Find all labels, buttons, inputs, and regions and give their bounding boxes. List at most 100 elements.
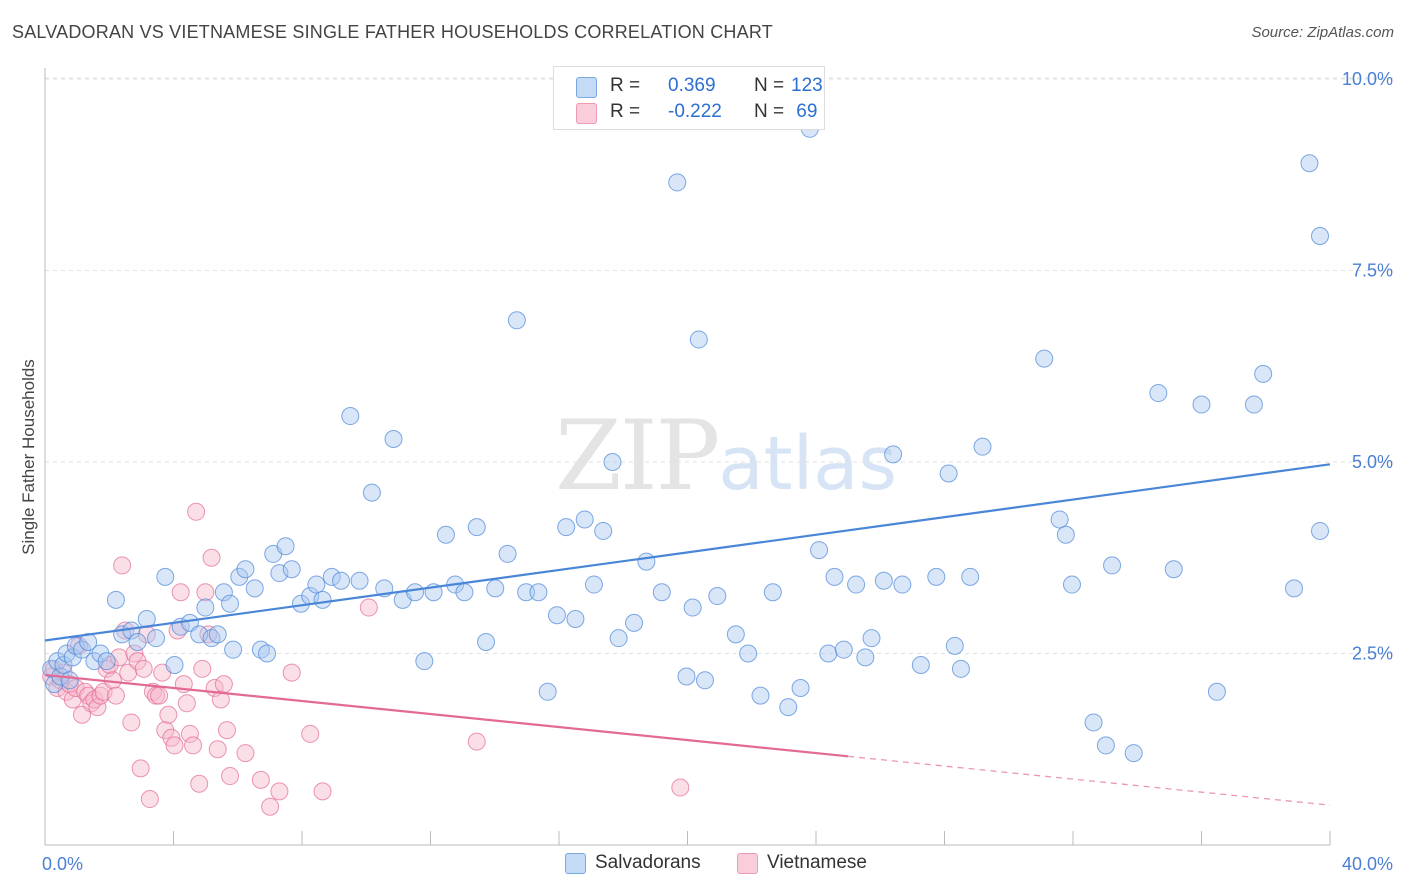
- bottom-legend-label: Salvadorans: [595, 852, 701, 873]
- salvadoran-point: [538, 682, 557, 701]
- salvadoran-point: [486, 579, 505, 598]
- watermark: ZIPatlas: [555, 400, 897, 512]
- vietnamese-point: [150, 686, 169, 705]
- salvadoran-point: [63, 648, 82, 667]
- salvadoran-point: [779, 698, 798, 717]
- vietnamese-point: [134, 659, 153, 678]
- salvadoran-point: [847, 575, 866, 594]
- salvadoran-point: [147, 629, 166, 648]
- salvadoran-point: [436, 525, 455, 544]
- vietnamese-point: [467, 732, 486, 751]
- legend-r-value: 0.369: [668, 75, 716, 96]
- salvadoran-point: [156, 567, 175, 586]
- vietnamese-point: [184, 736, 203, 755]
- salvadoran-point: [85, 652, 104, 671]
- salvadoran-points: [42, 119, 1329, 763]
- vietnamese-point: [128, 652, 147, 671]
- salvadoran-point: [584, 575, 603, 594]
- axes: [44, 68, 1331, 846]
- salvadoran-point: [637, 552, 656, 571]
- vietnamese-point: [177, 694, 196, 713]
- salvadoran-point: [652, 583, 671, 602]
- salvadoran-point: [695, 671, 714, 690]
- salvadoran-point: [1084, 713, 1103, 732]
- vietnamese-point: [106, 686, 125, 705]
- salvadoran-point: [945, 636, 964, 655]
- x-tick-label-max: 40.0%: [1342, 854, 1393, 874]
- vietnamese-point: [193, 659, 212, 678]
- salvadoran-point: [507, 311, 526, 330]
- trend-lines: [44, 463, 1331, 806]
- salvadoran-point: [810, 541, 829, 560]
- salvadoran-point: [951, 659, 970, 678]
- bottom-legend-swatch-salvadorans: [565, 853, 586, 874]
- salvadoran-point: [625, 613, 644, 632]
- salvadoran-point: [415, 652, 434, 671]
- vietnamese-point: [301, 724, 320, 743]
- vietnamese-point: [190, 774, 209, 793]
- vietnamese-point: [196, 583, 215, 602]
- salvadoran-point: [927, 567, 946, 586]
- salvadoran-point: [1244, 395, 1263, 414]
- vietnamese-point: [313, 782, 332, 801]
- legend-n-value: 69: [791, 101, 818, 122]
- salvadoran-point: [332, 571, 351, 590]
- salvadoran-point: [1124, 744, 1143, 763]
- salvadoran-point: [825, 567, 844, 586]
- salvadoran-point: [575, 510, 594, 529]
- salvadoran-point: [73, 640, 92, 659]
- salvadoran-point: [276, 537, 295, 556]
- salvadoran-point: [97, 652, 116, 671]
- salvadoran-point: [165, 655, 184, 674]
- salvadoran-point: [874, 571, 893, 590]
- legend-swatch-vietnamese: [576, 103, 597, 124]
- salvadoran-point: [467, 518, 486, 537]
- vietnamese-point: [217, 721, 236, 740]
- vietnamese-trendline-extension: [848, 755, 1331, 806]
- legend-n-label: N =: [754, 101, 790, 122]
- legend-n-value: 123: [791, 75, 823, 96]
- vietnamese-point: [202, 548, 221, 567]
- salvadoran-point: [517, 583, 536, 602]
- salvadoran-point: [322, 567, 341, 586]
- vietnamese-point: [251, 770, 270, 789]
- salvadoran-point: [208, 625, 227, 644]
- vietnamese-point: [131, 759, 150, 778]
- salvadoran-point: [547, 606, 566, 625]
- salvadoran-point: [862, 629, 881, 648]
- salvadoran-trendline: [44, 463, 1331, 642]
- vietnamese-point: [208, 740, 227, 759]
- y-tick-label: 5.0%: [1352, 452, 1393, 472]
- salvadoran-point: [1254, 364, 1273, 383]
- salvadoran-point: [282, 560, 301, 579]
- salvadoran-point: [683, 598, 702, 617]
- y-tick-label: 7.5%: [1352, 261, 1393, 281]
- salvadoran-point: [856, 648, 875, 667]
- salvadoran-point: [258, 644, 277, 663]
- salvadoran-point: [1311, 521, 1329, 540]
- vietnamese-point: [159, 705, 178, 724]
- vietnamese-point: [671, 778, 690, 797]
- salvadoran-point: [557, 518, 576, 537]
- chart-title: SALVADORAN VS VIETNAMESE SINGLE FATHER H…: [12, 22, 773, 42]
- salvadoran-point: [834, 640, 853, 659]
- salvadoran-point: [91, 644, 110, 663]
- salvadoran-point: [973, 437, 992, 456]
- watermark-zip: ZIP: [555, 400, 720, 512]
- salvadoran-point: [1192, 395, 1211, 414]
- bottom-legend-swatch-vietnamese: [737, 853, 758, 874]
- salvadoran-point: [307, 575, 326, 594]
- salvadoran-point: [236, 560, 255, 579]
- salvadoran-point: [668, 173, 687, 192]
- legend-r-label: R =: [610, 75, 646, 96]
- salvadoran-point: [603, 453, 622, 471]
- salvadoran-point: [1062, 575, 1081, 594]
- salvadoran-point: [763, 583, 782, 602]
- y-axis-title: Single Father Households: [19, 359, 38, 555]
- vietnamese-point: [165, 736, 184, 755]
- salvadoran-point: [791, 678, 810, 697]
- legend-r-label: R =: [610, 101, 646, 122]
- salvadoran-point: [677, 667, 696, 686]
- salvadoran-point: [893, 575, 912, 594]
- legend-n-label: N =: [754, 75, 790, 96]
